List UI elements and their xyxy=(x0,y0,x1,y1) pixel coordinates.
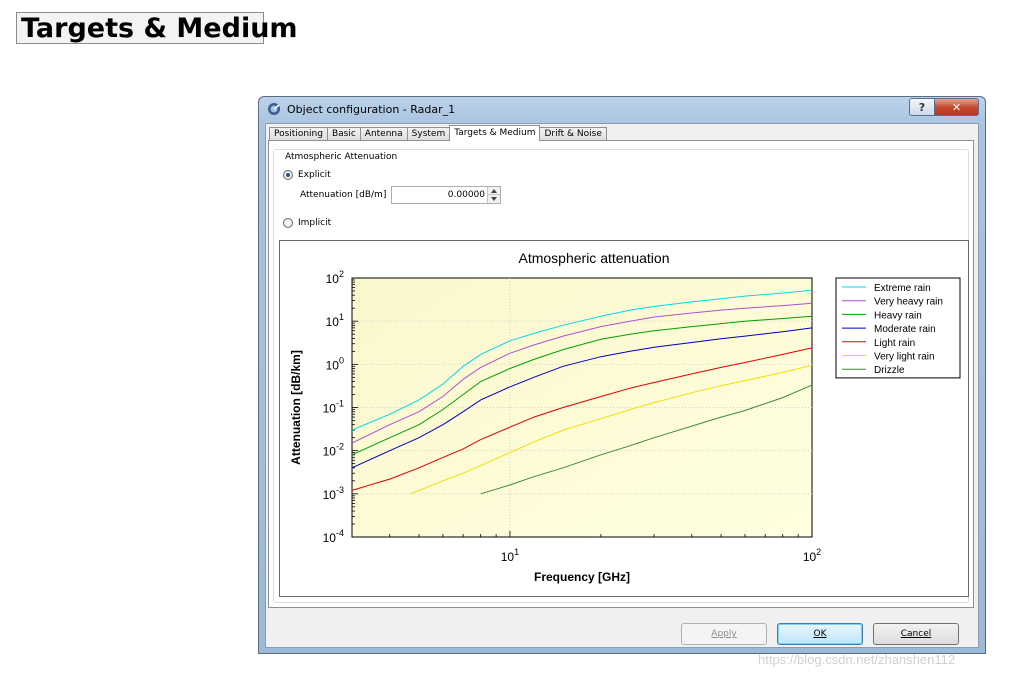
explicit-option[interactable]: Explicit xyxy=(283,170,331,180)
tab-antenna[interactable]: Antenna xyxy=(359,127,408,141)
y-tick-label: 10-1 xyxy=(323,399,344,416)
help-button[interactable]: ? xyxy=(909,98,935,116)
page-heading: Targets & Medium xyxy=(16,12,298,44)
series-line-4 xyxy=(351,347,813,491)
window-title: Object configuration - Radar_1 xyxy=(287,103,456,116)
explicit-label: Explicit xyxy=(298,170,331,180)
y-tick-label: 100 xyxy=(326,355,344,372)
legend-label: Drizzle xyxy=(874,365,905,376)
tab-drift-noise[interactable]: Drift & Noise xyxy=(539,127,607,141)
object-configuration-dialog: Object configuration - Radar_1 ? ✕ Posit… xyxy=(258,96,986,654)
y-tick-label: 102 xyxy=(326,269,344,286)
spin-up-icon[interactable] xyxy=(488,187,500,195)
legend-label: Very light rain xyxy=(874,352,935,363)
watermark-text: https://blog.csdn.net/zhanshen112 xyxy=(758,652,956,667)
x-tick-label: 102 xyxy=(803,547,821,564)
y-axis-label: Attenuation [dB/km] xyxy=(289,350,303,465)
title-bar[interactable]: Object configuration - Radar_1 ? ✕ xyxy=(259,97,985,123)
spin-down-icon[interactable] xyxy=(488,195,500,203)
implicit-option[interactable]: Implicit xyxy=(283,218,331,228)
x-tick-label: 101 xyxy=(501,547,519,564)
tab-basic[interactable]: Basic xyxy=(326,127,361,141)
dialog-client-area: Positioning Basic Antenna System Targets… xyxy=(265,123,979,648)
chart-title: Atmospheric attenuation xyxy=(519,250,670,266)
radar-app-icon xyxy=(268,103,280,115)
explicit-radio[interactable] xyxy=(283,170,293,180)
tab-targets-medium[interactable]: Targets & Medium xyxy=(449,125,541,141)
tab-strip: Positioning Basic Antenna System Targets… xyxy=(269,125,607,141)
x-axis-label: Frequency [GHz] xyxy=(534,570,630,584)
series-line-5 xyxy=(410,364,813,495)
attenuation-spinbox[interactable]: 0.00000 xyxy=(391,186,501,204)
implicit-label: Implicit xyxy=(298,218,332,228)
attenuation-chart-svg: 102 101 100 10-1 10-2 10-3 10-4 101 102 Atmospher… xyxy=(289,250,961,584)
y-tick-label: 101 xyxy=(326,312,344,329)
series-line-1 xyxy=(351,302,813,444)
group-legend: Atmospheric Attenuation xyxy=(283,152,400,162)
attenuation-chart: 102 101 100 10-1 10-2 10-3 10-4 101 102 Atmospher… xyxy=(279,240,969,597)
spin-arrows xyxy=(487,187,500,203)
apply-button[interactable]: Apply xyxy=(681,623,767,645)
legend-label: Extreme rain xyxy=(874,283,931,294)
legend-label: Light rain xyxy=(874,338,915,349)
y-tick-label: 10-2 xyxy=(323,442,344,459)
ok-button[interactable]: OK xyxy=(777,623,863,645)
attenuation-label: Attenuation [dB/m] xyxy=(300,190,387,200)
attenuation-value[interactable]: 0.00000 xyxy=(447,190,485,200)
close-button[interactable]: ✕ xyxy=(935,98,979,116)
targets-medium-panel: Atmospheric Attenuation Explicit Attenua… xyxy=(268,140,974,608)
y-tick-label: 10-4 xyxy=(323,528,344,545)
legend-label: Moderate rain xyxy=(874,324,936,335)
series-line-0 xyxy=(351,289,813,431)
tab-positioning[interactable]: Positioning xyxy=(269,127,328,141)
series-line-6 xyxy=(480,384,813,495)
legend-label: Very heavy rain xyxy=(874,297,943,308)
close-icon: ✕ xyxy=(951,100,962,114)
series-line-3 xyxy=(351,327,813,469)
legend-label: Heavy rain xyxy=(874,310,922,321)
cancel-button[interactable]: Cancel xyxy=(873,623,959,645)
y-tick-label: 10-3 xyxy=(323,485,344,502)
implicit-radio[interactable] xyxy=(283,218,293,228)
tab-system[interactable]: System xyxy=(406,127,451,141)
series-line-2 xyxy=(351,315,813,456)
help-icon: ? xyxy=(918,100,926,114)
